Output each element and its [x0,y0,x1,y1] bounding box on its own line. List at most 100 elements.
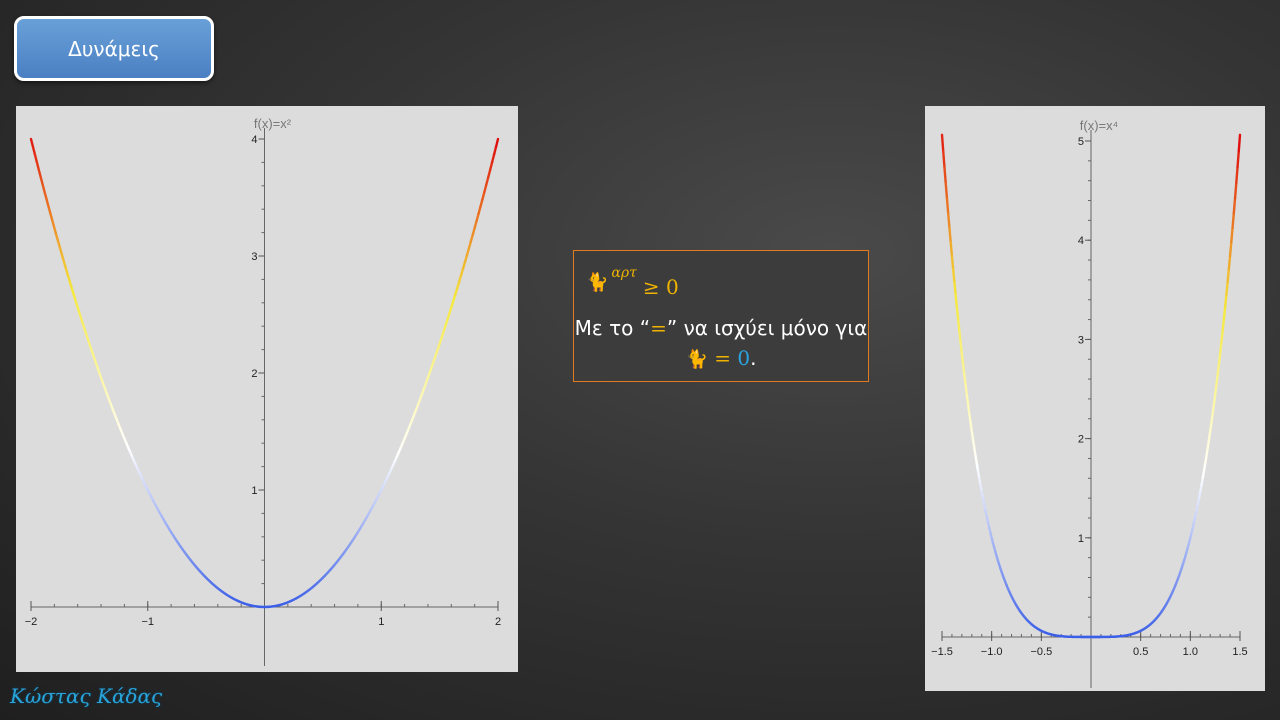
curve-segment [958,330,962,344]
x-tick-label: −1.5 [931,646,953,658]
curve-segment [492,145,498,156]
curve-segment [975,462,980,473]
cat-icon: 🐈 [685,349,708,370]
curve-segment [956,318,961,333]
curve-segment [477,205,482,215]
curve-segment [963,373,967,387]
curve-segment [976,469,981,480]
curve-segment [1206,438,1211,450]
curve-segment [1233,181,1238,200]
curve-segment [966,403,971,415]
curve-segment [1236,150,1240,169]
curve-segment [965,393,970,406]
plot-x-squared: −2 −1 1 2 1 2 3 4 f(x)=x² [16,106,518,672]
x-tick-label: 1.0 [1183,646,1198,658]
curve-segment [489,160,494,171]
curve-segment [1211,403,1216,415]
curve-segment [1226,268,1231,284]
curve-segment [969,421,973,433]
curve-segment [39,175,44,186]
curve-segment [1212,393,1217,406]
curve-segment [475,212,480,223]
curve-segment [944,181,949,200]
x-tick-label: −2 [25,616,38,628]
y-tick-label: 4 [251,134,257,146]
curve-segment [485,175,490,186]
curve-segment [954,293,959,309]
y-tick-label: 5 [1078,136,1084,148]
curve-segment [1213,383,1218,397]
curve-segment [1217,352,1222,366]
curve-segment [1201,469,1206,480]
note-box: 🐈 αρτ ≥ 0 Με το “=” να ισχύει μόνο για 🐈… [573,250,869,382]
curve-segment [490,153,496,164]
x-tick-label: 1 [378,616,384,628]
text-middle: ” να ισχύει μόνο για [666,316,868,340]
curve-segment [49,212,54,223]
curve-segment [1209,421,1213,433]
curve-segment [973,446,977,458]
curve-segment [968,412,972,424]
curve-segment [47,205,52,215]
curve-segment [943,166,947,185]
curve-segment [942,150,946,169]
curve-segment [960,352,965,366]
curve-segment [950,254,955,271]
curve-segment [945,197,950,215]
curve-segment [43,190,48,201]
equals-label: = [714,346,732,370]
ge-zero-label: ≥ 0 [642,275,679,299]
curve-segment [951,268,956,284]
curve-segment [51,219,56,230]
x-tick-label: 2 [495,616,501,628]
curve-segment [487,168,492,179]
curve-segment [1231,212,1235,230]
curve-segment [37,168,42,179]
x-tick-label: 0.5 [1133,646,1148,658]
curve-segment [1220,330,1224,344]
curve-segment [1215,373,1219,387]
x-tick-label: −0.5 [1030,646,1052,658]
curve-segment [1225,281,1229,297]
cat-icon: 🐈 [586,272,609,293]
zero-label: 0 [737,346,751,370]
curve-segment [1222,306,1227,321]
curve-segment [494,137,500,148]
curve-segment [1228,240,1233,258]
y-tick-label: 2 [1078,434,1084,446]
curve-segment [964,383,969,397]
curve-segment [955,306,960,321]
equality-condition: Με το “=” να ισχύει μόνο για 🐈 = 0. [574,313,868,373]
curve-segment [471,226,476,237]
chart-title: f(x)=x² [254,116,292,131]
curve-segment [1216,363,1221,377]
x-tick-label: −1 [141,616,154,628]
curve-segment [1227,254,1232,271]
curve-segment [953,281,957,297]
curve-segment [970,430,975,441]
inequality-line: 🐈 αρτ ≥ 0 [586,265,679,299]
title-button[interactable]: Δυνάμεις [14,16,214,81]
curve-segment [1210,412,1214,424]
curve-segment [1221,318,1226,333]
curve-segment [483,183,488,194]
chart-x-squared: −2 −1 1 2 1 2 3 4 f(x)=x² [25,116,501,666]
y-tick-label: 1 [1078,533,1084,545]
chart-x-fourth: −1.5 −1.0 −0.5 0.5 1.0 1.5 1 2 3 4 5 f(x)=x⁴ [931,118,1248,688]
curve-segment [974,454,978,465]
plot-x-fourth: −1.5 −1.0 −0.5 0.5 1.0 1.5 1 2 3 4 5 f(x)=x⁴ [925,106,1265,691]
curve-segment [1235,166,1239,185]
curve-segment [947,212,951,230]
y-tick-label: 2 [251,368,257,380]
curve-segment [959,341,964,355]
curve-segment [971,438,976,450]
curve-segment [31,145,37,156]
curve-segment [1205,446,1209,458]
curve-segment [1232,197,1237,215]
curve-segment [1230,226,1234,244]
x-tick-label: −1.0 [981,646,1003,658]
curve-segment [29,137,35,148]
curve-segment [940,133,945,153]
curve-segment [53,226,58,237]
curve-segment [1218,341,1223,355]
